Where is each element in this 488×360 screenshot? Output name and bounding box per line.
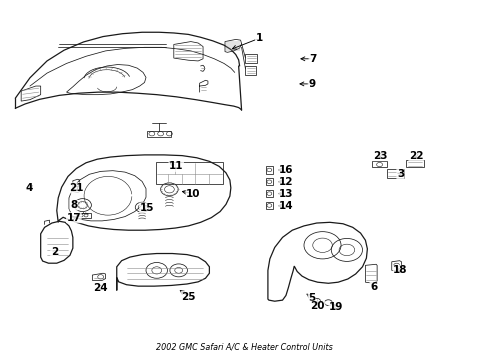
Text: 2: 2 (51, 247, 58, 257)
Text: 12: 12 (278, 177, 293, 187)
Text: 22: 22 (408, 150, 423, 161)
Text: 4: 4 (25, 183, 33, 193)
Text: 10: 10 (185, 189, 200, 199)
Text: 13: 13 (278, 189, 293, 199)
Text: 21: 21 (69, 183, 83, 193)
Text: 9: 9 (307, 79, 315, 89)
Text: 6: 6 (369, 282, 377, 292)
Text: 5: 5 (307, 293, 315, 303)
Text: 8: 8 (70, 200, 77, 210)
Text: 14: 14 (278, 201, 293, 211)
Text: 24: 24 (93, 283, 108, 293)
Text: 25: 25 (181, 292, 195, 302)
Text: 15: 15 (140, 203, 154, 213)
Text: 16: 16 (278, 165, 293, 175)
Text: 1: 1 (255, 33, 262, 43)
Text: 23: 23 (372, 150, 386, 161)
Text: 17: 17 (66, 213, 81, 222)
Text: 20: 20 (310, 301, 324, 311)
Text: 7: 7 (308, 54, 316, 64)
Text: 11: 11 (169, 161, 183, 171)
Text: 19: 19 (328, 302, 343, 312)
Text: 18: 18 (392, 265, 407, 275)
Text: 2002 GMC Safari A/C & Heater Control Units: 2002 GMC Safari A/C & Heater Control Uni… (156, 342, 332, 351)
Text: 3: 3 (396, 168, 404, 179)
